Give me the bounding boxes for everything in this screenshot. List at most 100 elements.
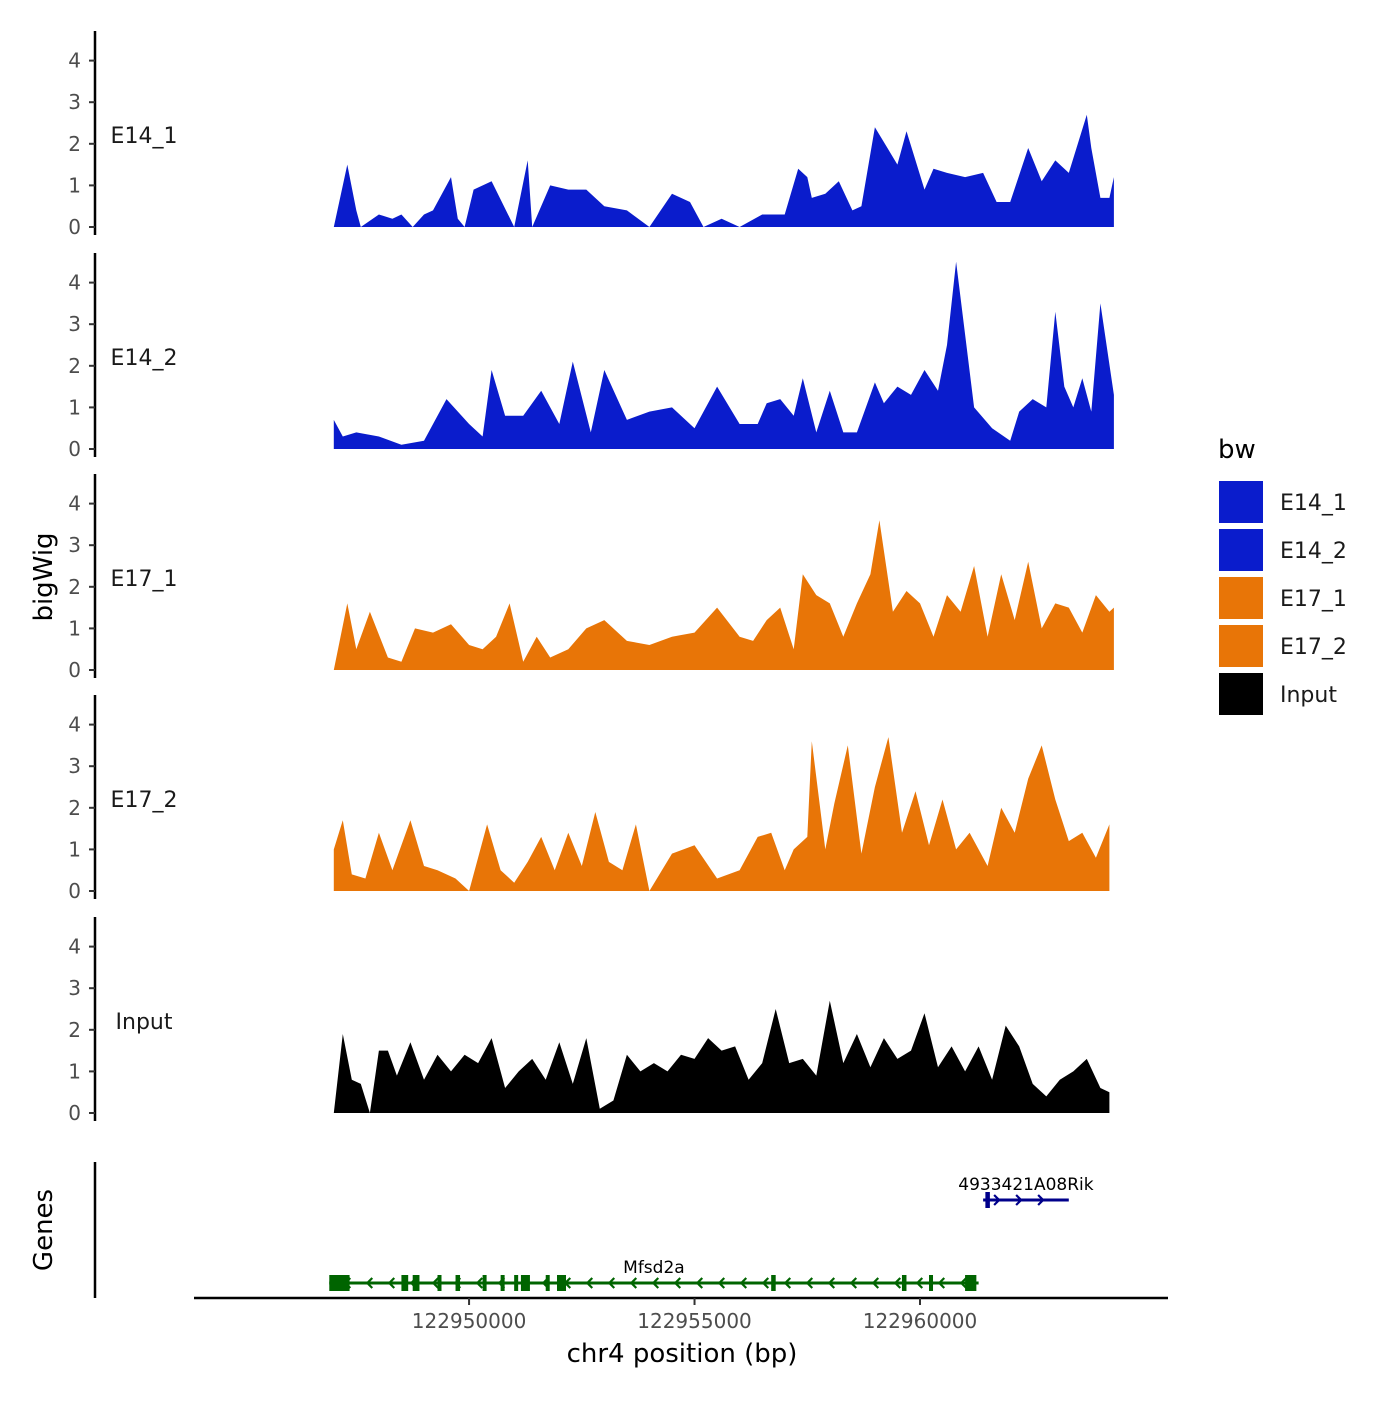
gene-4933421A08Rik: 4933421A08Rik	[958, 1175, 1094, 1208]
x-tick-label: 122950000	[412, 1309, 527, 1333]
track-label: E14_2	[111, 346, 178, 371]
exon	[929, 1275, 934, 1291]
legend-swatch	[1217, 575, 1265, 621]
y-tick-label: 3	[68, 533, 81, 557]
strand-chevron	[739, 1277, 748, 1289]
strand-chevron	[387, 1277, 396, 1289]
strand-chevron	[475, 1277, 484, 1289]
strand-chevron	[629, 1277, 638, 1289]
legend-label: E17_2	[1280, 635, 1347, 660]
track-label: E17_2	[111, 788, 178, 813]
exon	[556, 1275, 567, 1291]
y-tick-label: 3	[68, 312, 81, 336]
y-tick-label: 3	[68, 90, 81, 114]
x-tick-label: 122960000	[863, 1309, 978, 1333]
area-E14_2	[333, 261, 1114, 449]
x-axis: 122950000 122955000 122960000	[194, 1296, 1168, 1333]
legend-item-E17_2: E17_2	[1217, 623, 1347, 669]
legend-label: E17_1	[1280, 587, 1347, 612]
y-tick-label: 3	[68, 754, 81, 778]
track-E17_2: 0 1 2 3 4 E17_2	[68, 695, 1110, 903]
exon	[545, 1275, 550, 1291]
strand-chevron	[915, 1277, 924, 1289]
strand-chevron	[849, 1277, 858, 1289]
exon	[329, 1275, 350, 1291]
y-tick-label: 1	[68, 837, 81, 861]
exon	[985, 1192, 990, 1208]
y-tick-label: 1	[68, 395, 81, 419]
genes-panel: Mfsd2a 4933421A08Rik	[93, 1162, 1094, 1298]
strand-chevron	[805, 1277, 814, 1289]
strand-chevron	[651, 1277, 660, 1289]
gene-label: 4933421A08Rik	[958, 1175, 1094, 1195]
y-tick-label: 4	[68, 271, 81, 295]
strand-chevron	[937, 1277, 946, 1289]
legend-item-E14_1: E14_1	[1217, 479, 1347, 525]
track-label: E17_1	[111, 567, 178, 592]
y-tick-label: 0	[68, 658, 81, 682]
legend-swatch	[1217, 479, 1265, 525]
y-tick-label: 2	[68, 132, 81, 156]
exon	[455, 1275, 461, 1291]
gene-label: Mfsd2a	[623, 1258, 685, 1278]
strand-chevron	[365, 1277, 374, 1289]
strand-chevron	[827, 1277, 836, 1289]
exon	[514, 1275, 519, 1291]
strand-chevron	[959, 1277, 968, 1289]
track-Input: 0 1 2 3 4 Input	[68, 917, 1110, 1125]
strand-chevron	[871, 1277, 880, 1289]
legend-item-Input: Input	[1217, 671, 1337, 717]
area-Input	[333, 1000, 1110, 1113]
legend-item-E14_2: E14_2	[1217, 527, 1347, 573]
strand-chevron	[1015, 1194, 1023, 1206]
y-tick-label: 1	[68, 1059, 81, 1083]
y-tick-label: 3	[68, 976, 81, 1000]
gene-Mfsd2a: Mfsd2a	[329, 1258, 979, 1291]
exon	[482, 1275, 487, 1291]
area-E17_2	[333, 737, 1110, 891]
y-tick-label: 1	[68, 616, 81, 640]
y-tick-label: 4	[68, 935, 81, 959]
area-E14_1	[333, 114, 1114, 227]
strand-chevron	[783, 1277, 792, 1289]
y-tick-label: 0	[68, 215, 81, 239]
strand-chevron	[893, 1277, 902, 1289]
strand-chevron	[993, 1194, 1001, 1206]
exon	[412, 1275, 420, 1291]
x-tick-label: 122955000	[637, 1309, 752, 1333]
exon	[771, 1275, 776, 1291]
strand-chevron	[431, 1277, 440, 1289]
exon	[401, 1275, 409, 1291]
y-tick-label: 2	[68, 354, 81, 378]
legend-title: bw	[1218, 435, 1256, 465]
y-tick-label: 1	[68, 173, 81, 197]
y-axis-title: bigWig	[29, 532, 59, 621]
legend-swatch	[1217, 623, 1265, 669]
y-tick-label: 4	[68, 49, 81, 73]
strand-chevron	[1037, 1194, 1045, 1206]
y-tick-label: 0	[68, 1101, 81, 1125]
legend-label: E14_2	[1280, 539, 1347, 564]
exon	[520, 1275, 530, 1291]
y-tick-label: 4	[68, 713, 81, 737]
exon	[437, 1275, 442, 1291]
exon	[965, 1275, 977, 1291]
strand-chevron	[585, 1277, 594, 1289]
y-tick-label: 0	[68, 437, 81, 461]
legend-label: Input	[1280, 683, 1337, 708]
strand-chevron	[717, 1277, 726, 1289]
track-E17_1: 0 1 2 3 4 E17_1	[68, 474, 1114, 682]
strand-chevron	[607, 1277, 616, 1289]
genes-axis-title: Genes	[29, 1189, 59, 1271]
y-tick-label: 2	[68, 575, 81, 599]
track-label: Input	[116, 1010, 173, 1035]
y-tick-label: 2	[68, 1018, 81, 1042]
legend-swatch	[1217, 671, 1265, 717]
strand-chevron	[761, 1277, 770, 1289]
exon	[500, 1275, 505, 1291]
strand-chevron	[695, 1277, 704, 1289]
area-E17_1	[333, 520, 1114, 670]
legend-label: E14_1	[1280, 491, 1347, 516]
